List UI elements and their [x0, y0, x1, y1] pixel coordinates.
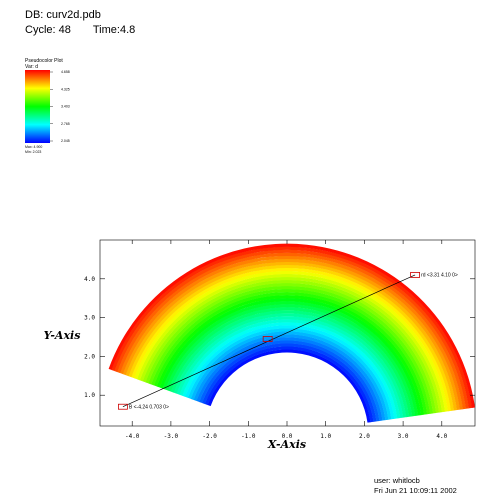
cycle-time-line: Cycle: 48 Time:4.8 — [25, 24, 135, 37]
legend-tick-label: 2.765 — [61, 122, 70, 126]
date-label: Fri Jun 21 10:09:11 2002 — [374, 486, 457, 495]
y-tick-label: 3.0 — [84, 315, 95, 322]
lineout-end-marker — [410, 272, 420, 278]
lineout-start-label: B <-4.24 0.703 0> — [129, 404, 169, 410]
legend-max: Max: 4.900 — [25, 145, 43, 149]
y-tick-label: 1.0 — [84, 392, 95, 399]
legend-tick-label: 2.045 — [61, 139, 70, 143]
lineout-line — [122, 274, 416, 408]
x-tick-label: -2.0 — [202, 433, 217, 440]
x-tick-label: 2.0 — [359, 433, 370, 440]
lineout-start-marker — [118, 403, 128, 410]
x-tick-label: 0.0 — [282, 433, 293, 440]
x-tick-label: 1.0 — [320, 433, 331, 440]
legend-tick-label: 4.325 — [61, 87, 70, 91]
legend-min: Min: 2.023 — [25, 150, 42, 154]
x-tick-label: -3.0 — [164, 433, 179, 440]
legend-tick-label: 3.403 — [61, 105, 70, 109]
legend-variable: Var: d — [25, 64, 38, 70]
time-label: Time:4.8 — [92, 24, 136, 36]
legend-ticks: 4.658 4.325 3.403 2.765 2.045 — [50, 70, 70, 143]
lineout-end-label: rd <3.31 4.10 0> — [421, 273, 458, 279]
x-tick-label: 3.0 — [398, 433, 409, 440]
x-axis-title: X-Axis — [267, 438, 306, 451]
plot-frame — [99, 239, 476, 427]
user-label: user: whitlocb — [374, 476, 420, 485]
legend-title: Pseudocolor Plot — [25, 58, 63, 64]
database-label: DB: curv2d.pdb — [25, 9, 101, 21]
x-tick-label: 4.0 — [436, 433, 447, 440]
y-axis-title: Y-Axis — [44, 329, 81, 342]
y-tick-label: 4.0 — [84, 276, 95, 283]
cycle-label: Cycle: 48 — [25, 24, 71, 36]
pseudocolor-field — [108, 243, 475, 423]
x-tick-label: -4.0 — [125, 433, 140, 440]
y-axis-ticks: 1.0 2.0 3.0 4.0 — [84, 276, 475, 399]
lineout: B <-4.24 0.703 0> rd <3.31 4.10 0> — [118, 272, 458, 410]
x-tick-label: -1.0 — [241, 433, 256, 440]
legend-color-bar — [25, 70, 50, 143]
x-axis-ticks: -4.0 -3.0 -2.0 -1.0 0.0 1.0 2.0 3.0 4.0 — [125, 240, 448, 440]
legend-tick-label: 4.658 — [61, 70, 70, 74]
y-tick-label: 2.0 — [84, 353, 95, 360]
lineout-mid-marker — [262, 336, 273, 342]
